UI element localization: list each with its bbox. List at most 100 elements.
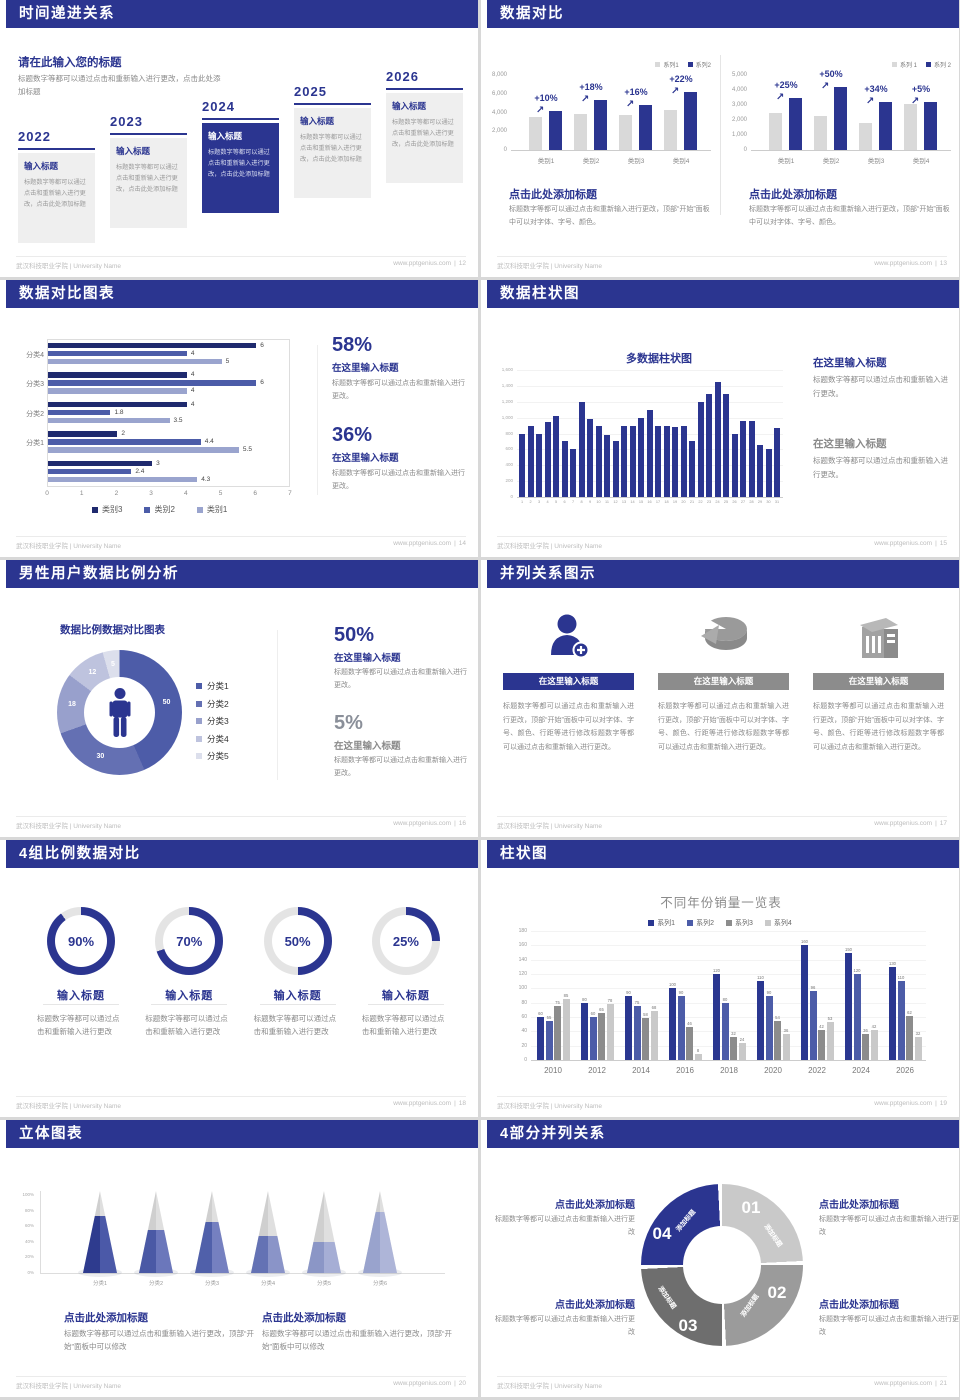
block-title: 点击此处添加标题 [555,1300,635,1311]
cone-fill [83,1215,117,1273]
legend-item: 系列 1 [891,60,917,69]
gauge-center: 25% [379,915,432,967]
gauge-body: 标题数字等都可以通过点击和重新输入进行更改 [253,1014,337,1037]
bar [818,1029,825,1060]
legend-item: 系列4 [764,918,792,928]
legend-label: 类别3 [102,505,123,514]
slide-footer: 武汉科技职业学院 | University Name www.pptgenius… [497,256,947,270]
block-title: 点击此处添加标题 [819,1200,899,1211]
x-tick-label: 4 [183,490,188,497]
bar-value-label: 46 [687,1021,692,1027]
x-cat-label: 类别2 [822,158,840,165]
bar-value-label: 32 [915,1031,921,1037]
gridline [531,1031,926,1033]
gridline [531,1002,926,1004]
x-tick-label: 14 [630,500,635,504]
timeline-item: 2024 输入标题 标题数字等都可以通过点击和重新输入进行更改，点击此处添加标题 [202,99,279,213]
x-tick-label: 29 [757,500,763,504]
slide-title-bar: 柱状图 [487,840,959,868]
slide-title-bar: 4部分并列关系 [487,1120,959,1148]
slide-4-ratio[interactable]: 90% 输入标题 标题数字等都可以通过点击和重新输入进行更改 70% 输入标题 标题数字等… [0,840,478,1117]
timeline-item: 2022 输入标题 标题数字等都可以通过点击和重新输入进行更改，点击此处添加标题 [18,129,95,243]
footer-org: 武汉科技职业学院 | University Name [497,823,602,830]
gridline [531,959,926,961]
stat-body: 标题数字等都可以通过点击和重新输入进行更改。 [334,757,467,777]
timeline-box-body: 标题数字等都可以通过点击和重新输入进行更改，点击此处添加标题 [208,149,270,179]
timeline-rule [18,148,95,150]
h-bar [48,358,222,364]
timeline-intro-title: 请在此输入您的标题 [18,57,122,69]
y-tick-label: 80 [521,999,527,1006]
y-tick-label: 1,400 [501,382,513,388]
slide-timeline[interactable]: 请在此输入您的标题 标题数字等都可以通过点击和重新输入进行更改，点击此处添加标题 2… [0,0,478,277]
gauge-title: 输入标题 [165,990,214,1002]
h-bar [48,476,198,483]
footer-site: www.pptgenius.com [393,1100,452,1107]
slide-3d-chart[interactable]: 100% 80% 60% 40% 20% 0% 分类1 分类2 分类3 分类4 分类5 分类6 点击此处… [0,1120,478,1397]
timeline-item: 2023 输入标题 标题数字等都可以通过点击和重新输入进行更改，点击此处添加标题 [110,114,187,228]
section-body: 标题数字等都可以通过点击和重新输入进行更改，顶部“开始”面板中可以修改 [64,1329,254,1352]
slide-compare-chart[interactable]: 分类4 6 4 5 分类3 4 6 4 分类2 4 1.8 3.5 分类1 2 4.4 5.5 3 2.4 4.3 0… [0,280,478,557]
h-bar [48,460,153,467]
slide-4-parts[interactable]: 01 添加标题 02 添加标题 03 添加标题 04 添加标题 点击此处添加标题 标题数字等都可以… [481,1120,959,1397]
slide-parallel-relation[interactable]: 在这里输入标题 标题数字等都可以通过点击和重新输入进行更改，顶部“开始”面板中可以… [481,560,959,837]
slide-content: 分类4 6 4 5 分类3 4 6 4 分类2 4 1.8 3.5 分类1 2 4.4 5.5 3 2.4 4.3 0… [0,280,478,557]
gridline [531,1060,926,1061]
h-bar [48,342,257,348]
bar [553,416,559,497]
legend-swatch [655,62,661,67]
bar-value-label: 42 [871,1023,877,1029]
segment-number: 04 [652,1224,672,1243]
slide-male-ratio[interactable]: 数据比例数据对比图表 50 30 18 12 5 分类1 分类2 分类3 分类4 分类5 50% 在这里… [0,560,478,837]
footer-page: www.pptgenius.com | 17 [874,820,947,830]
legend-item: 分类2 [196,698,229,710]
bar [578,401,585,497]
slide-bar-chart[interactable]: 不同年份销量一览表 系列1 系列2 系列3 系列4 180 160 140 120 100 80 60… [481,840,959,1117]
y-tick-label: 1,000 [501,414,513,420]
x-cat-label: 2018 [720,1066,738,1075]
slide-title: 4部分并列关系 [500,1126,606,1142]
legend-item: 类别3 [92,504,122,515]
y-tick-label: 6,000 [491,90,507,97]
legend-swatch [196,683,202,689]
legend-swatch [196,506,203,513]
y-tick-label: 20% [24,1254,34,1260]
x-cat-label: 2010 [544,1066,562,1075]
cone [363,1191,397,1273]
segment-number: 03 [678,1316,698,1335]
bar-series2 [789,97,802,150]
bar [731,433,738,497]
legend-label: 系列3 [735,920,753,927]
h-bar [48,350,187,356]
bar-value-label: 85 [563,993,569,999]
bar-value-label: 65 [599,1007,604,1013]
gauge-divider [43,1004,119,1005]
bar-value-label: 150 [845,946,852,952]
column-title-bar: 在这里输入标题 [503,673,634,690]
gridline [531,988,926,990]
panel-divider [720,55,721,215]
slide-column-chart[interactable]: 多数据柱状图 1,600 1,400 1,200 1,000 800 600 400 200 0 1… [481,280,959,557]
panel-divider [277,630,278,780]
growth-label: +34% [864,84,888,94]
group-label: 分类1 [26,440,44,448]
x-tick-label: 17 [655,500,661,504]
page-number: 13 [939,260,947,267]
footer-site: www.pptgenius.com [393,260,452,267]
cone-fill [363,1211,397,1273]
block-body: 标题数字等都可以通过点击和重新输入进行更改 [819,1216,959,1236]
bar [694,1054,702,1060]
cone [83,1191,117,1273]
legend-label: 分类1 [207,681,229,691]
slide-title: 数据对比 [500,6,564,22]
x-tick-label: 13 [621,500,627,504]
bar-series1 [814,115,827,150]
footer-org: 武汉科技职业学院 | University Name [16,1103,121,1110]
y-tick-label: 1,000 [731,132,747,138]
slide-content: 数据比例数据对比图表 50 30 18 12 5 分类1 分类2 分类3 分类4 分类5 50% 在这里… [0,560,478,837]
slide-data-compare[interactable]: 系列1 系列2 8,000 6,000 4,000 2,000 0 ↗ +10% 类别1 ↗ +18%… [481,0,959,277]
chart-legend: 分类1 分类2 分类3 分类4 分类5 [196,680,229,768]
bar [765,449,772,497]
chart-legend: 类别3 类别2 类别1 [92,504,227,515]
